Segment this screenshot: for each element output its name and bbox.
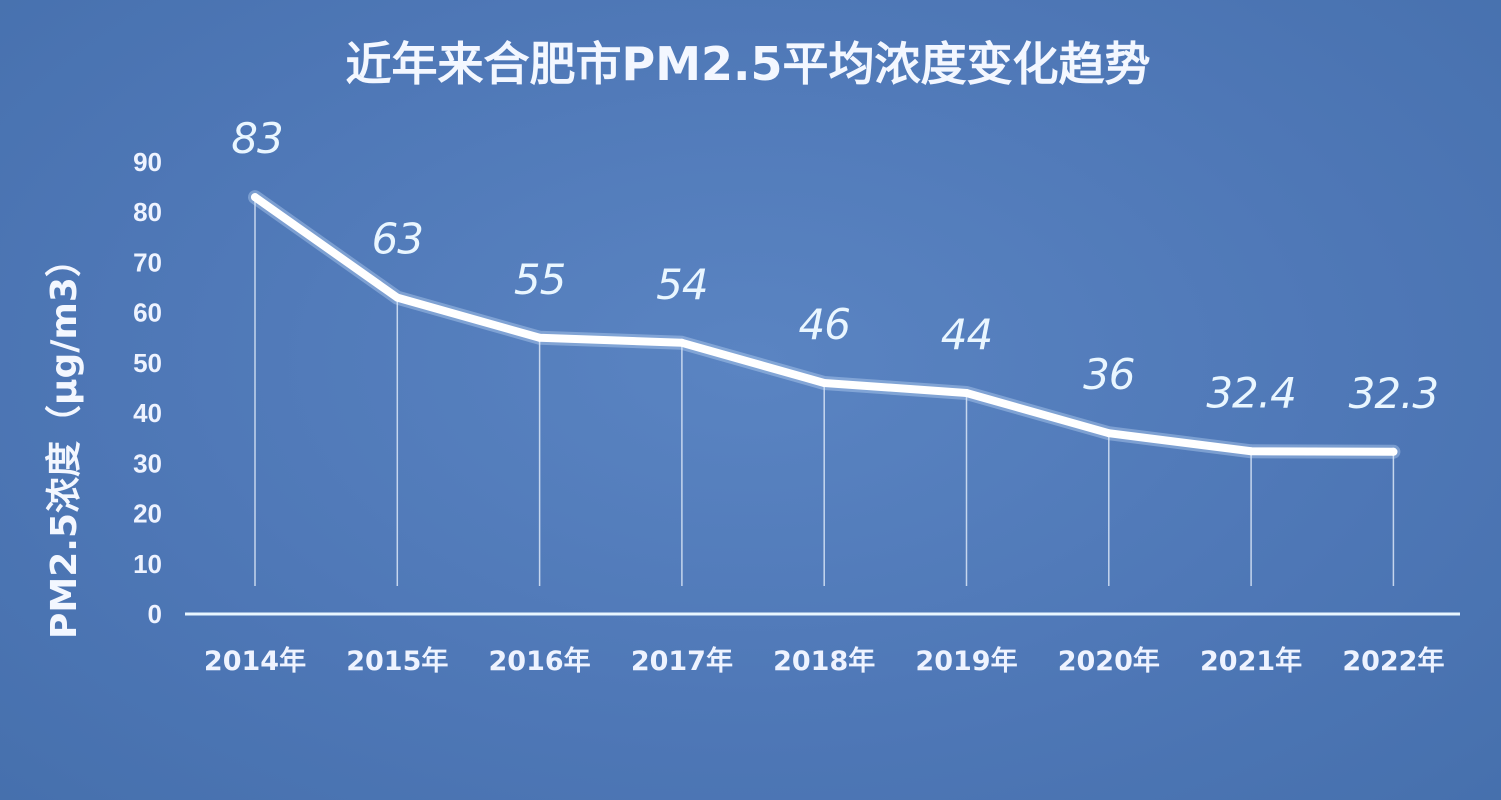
data-point: [1104, 429, 1113, 438]
data-label: 55: [514, 255, 565, 304]
data-point: [820, 378, 829, 387]
y-tick-label: 20: [133, 499, 162, 529]
x-axis-ticks: 2014年 2015年 2016年 2017年 2018年 2019年 2020年 2021年…: [204, 645, 1445, 677]
data-label: 46: [798, 300, 849, 349]
y-axis-ticks: 0 10 20 30 40 50 60 70 80 90: [133, 147, 162, 629]
y-tick-label: 40: [133, 398, 162, 428]
data-point: [677, 338, 686, 347]
data-label: 83: [231, 114, 282, 163]
data-label: 54: [656, 260, 707, 309]
data-point: [535, 333, 544, 342]
y-tick-label: 10: [133, 549, 162, 579]
data-point: [1389, 447, 1398, 456]
data-label: 32.3: [1349, 369, 1439, 418]
chart-title: 近年来合肥市PM2.5平均浓度变化趋势: [346, 37, 1151, 91]
x-tick-label: 2017年: [631, 645, 733, 677]
y-tick-label: 60: [133, 298, 162, 328]
y-tick-label: 30: [133, 448, 162, 478]
x-tick-label: 2014年: [204, 645, 306, 677]
x-tick-label: 2021年: [1200, 645, 1302, 677]
data-point: [1247, 447, 1256, 456]
y-tick-label: 90: [133, 147, 162, 177]
data-point: [251, 193, 259, 202]
y-tick-label: 70: [133, 247, 162, 277]
series-line-group: [248, 190, 1401, 459]
x-tick-label: 2022年: [1342, 645, 1444, 677]
data-label: 44: [941, 310, 992, 359]
drop-lines: [254, 197, 1395, 586]
data-label: 63: [372, 215, 423, 264]
data-labels: 83 63 55 54 46 44 36 32.4 32.3: [231, 114, 1439, 418]
x-tick-label: 2020年: [1058, 645, 1160, 677]
x-tick-label: 2016年: [489, 645, 591, 677]
data-point: [962, 389, 971, 398]
y-tick-label: 0: [148, 599, 162, 629]
data-point: [393, 293, 402, 302]
data-label: 36: [1083, 350, 1134, 399]
x-tick-label: 2015年: [346, 645, 448, 677]
x-tick-label: 2018年: [773, 645, 875, 677]
x-tick-label: 2019年: [915, 645, 1017, 677]
y-tick-label: 80: [133, 197, 162, 227]
y-tick-label: 50: [133, 348, 162, 378]
y-axis-label: PM2.5浓度（μg/m3）: [44, 241, 85, 639]
data-label: 32.4: [1206, 368, 1296, 417]
